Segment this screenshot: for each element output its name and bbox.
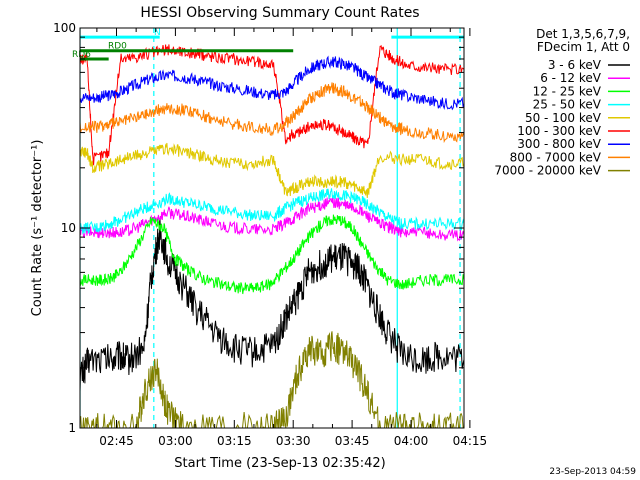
series-line-50-100-kev: [80, 142, 464, 199]
y-tick-label-1: 10: [61, 221, 76, 235]
legend-label-3-6-kev: 3 - 6 keV: [548, 58, 602, 72]
x-tick-label-3: 03:30: [276, 434, 311, 448]
legend-label-7000-20000-kev: 7000 - 20000 keV: [494, 164, 601, 178]
legend-label-50-100-kev: 50 - 100 keV: [525, 111, 602, 125]
legend: Det 1,3,5,6,7,9, FDecim 1, Att 0 3 - 6 k…: [494, 27, 630, 178]
flag-label-0: N: [154, 28, 161, 38]
series-line-300-800-kev: [80, 55, 464, 111]
legend-label-12-25-kev: 12 - 25 keV: [533, 84, 602, 98]
y-tick-label-2: 100: [53, 21, 76, 35]
x-tick-label-4: 03:45: [335, 434, 370, 448]
x-tick-label-6: 04:15: [453, 434, 488, 448]
legend-label-100-300-kev: 100 - 300 keV: [517, 124, 601, 138]
legend-label-300-800-kev: 300 - 800 keV: [517, 137, 601, 151]
y-axis-label: Count Rate (s⁻¹ detector⁻¹): [30, 140, 45, 317]
footer-timestamp: 23-Sep-2013 04:59: [549, 467, 636, 477]
flag-label-2: RD0: [108, 42, 127, 52]
legend-header-line-2: FDecim 1, Att 0: [537, 40, 630, 54]
series-line-100-300-kev: [80, 44, 464, 166]
x-axis-label: Start Time (23-Sep-13 02:35:42): [174, 456, 385, 471]
x-tick-label-5: 04:00: [394, 434, 429, 448]
x-tick-label-0: 02:45: [99, 434, 134, 448]
chart-title: HESSI Observing Summary Count Rates: [140, 5, 419, 21]
series-line-12-25-kev: [80, 214, 464, 295]
series-line-7000-20000-kev: [80, 331, 464, 428]
x-tick-label-2: 03:15: [217, 434, 252, 448]
plot-clip-group: [80, 28, 464, 428]
y-tick-label-0: 1: [68, 421, 76, 435]
series-line-3-6-kev: [80, 217, 464, 392]
series-line-25-50-kev: [80, 188, 464, 235]
legend-header-line-1: Det 1,3,5,6,7,9,: [536, 27, 630, 41]
legend-label-25-50-kev: 25 - 50 keV: [533, 98, 602, 112]
plot-layer: N RD0 RD6: [72, 28, 464, 428]
series-line-6-12-kev: [80, 197, 464, 242]
legend-label-800-7000-kev: 800 - 7000 keV: [510, 150, 602, 164]
flag-label-3: RD6: [72, 50, 91, 60]
axis-layer: 02:45 03:00 03:15 03:30 03:45 04:00 04:15 1 10 10…: [53, 21, 487, 448]
x-tick-label-1: 03:00: [158, 434, 193, 448]
legend-label-6-12-kev: 6 - 12 keV: [540, 71, 602, 85]
series-line-800-7000-kev: [80, 82, 464, 144]
